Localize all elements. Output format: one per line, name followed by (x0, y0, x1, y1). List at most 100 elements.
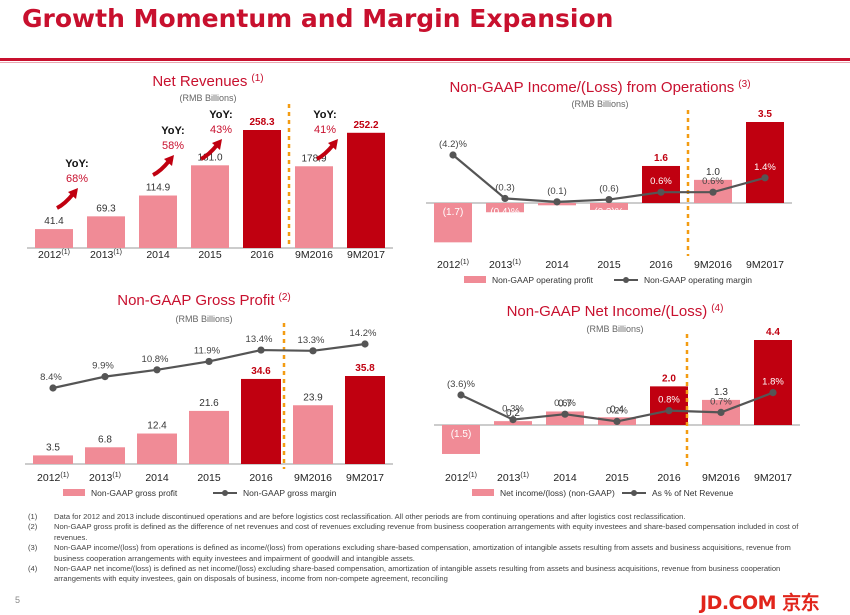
margin-point (153, 366, 161, 374)
chart-title-text: Net Revenues (152, 73, 247, 90)
chart-subtitle: (RMB Billions) (175, 314, 232, 324)
category-label: 2013(1) (90, 249, 122, 261)
category-label: 2012(1) (38, 249, 70, 261)
bar-value-label: 258.3 (249, 117, 274, 128)
bar (191, 165, 229, 248)
margin-label: 13.3% (298, 335, 325, 346)
chart-title: Non-GAAP Gross Profit (2) (117, 292, 291, 309)
bar-value-label: 2.0 (662, 373, 676, 384)
margin-point (761, 174, 769, 182)
margin-point (613, 417, 621, 425)
chart-title-footnote: (2) (279, 292, 291, 303)
category-text: 9M2016 (694, 259, 732, 271)
margin-label: 14.2% (350, 328, 377, 339)
footnote: (1) Data for 2012 and 2013 include disco… (28, 512, 818, 522)
bar-value-label: (1.5) (451, 429, 472, 440)
chart-title: Non-GAAP Net Income/(Loss) (4) (507, 303, 724, 320)
bar (642, 165, 680, 203)
bar (590, 203, 628, 210)
category-text: 2016 (250, 249, 274, 261)
bar-value-label: (0.3)% (594, 207, 624, 218)
category-text: 2014 (553, 472, 577, 484)
chart-title-text: Non-GAAP Income/(Loss) from Operations (449, 79, 734, 96)
margin-label: (0.6) (599, 184, 619, 195)
margin-point (457, 391, 465, 399)
bar (33, 455, 73, 464)
margin-label: 0.6% (554, 398, 576, 409)
growth-arrow-head (328, 139, 338, 150)
category-label: 9M2017 (754, 472, 792, 484)
bar (85, 447, 125, 464)
growth-arrow-head (68, 188, 78, 199)
category-text: 9M2017 (754, 472, 792, 484)
footnote: (4) Non-GAAP net income/(loss) is define… (28, 564, 818, 585)
category-label: 9M2016 (694, 259, 732, 271)
chart-title: Net Revenues (1) (152, 73, 263, 90)
bar-value-label: 0.7 (558, 398, 572, 409)
legend-swatch-bar (464, 276, 486, 283)
bar-value-label: 1.3 (714, 387, 728, 398)
margin-point (449, 151, 457, 159)
category-text: 9M2017 (346, 472, 384, 484)
category-label: 2016 (249, 472, 273, 484)
margin-point (605, 195, 613, 204)
category-text: 2012 (38, 249, 62, 261)
category-footnote: (1) (520, 472, 529, 479)
category-text: 2012 (37, 472, 61, 484)
bar-value-label: 41.4 (44, 216, 64, 227)
category-text: 9M2016 (295, 249, 333, 261)
bar (442, 425, 480, 454)
growth-arrow-head (164, 155, 174, 166)
growth-arrow (152, 159, 171, 177)
footnote-text: Non-GAAP income/(loss) from operations i… (54, 543, 791, 563)
legend-label: Non-GAAP operating margin (644, 275, 752, 285)
category-label: 2015 (198, 249, 222, 261)
bar-value-label: (1.7) (443, 207, 464, 218)
category-text: 2015 (605, 472, 629, 484)
footnote-number: (3) (28, 543, 38, 553)
bar-value-label: 4.4 (766, 327, 780, 338)
bar (347, 132, 385, 248)
margin-point (361, 340, 369, 348)
bar (650, 386, 688, 425)
chart-subtitle: (RMB Billions) (179, 93, 236, 103)
margin-label: 0.8% (658, 395, 680, 406)
bar (295, 166, 333, 248)
category-text: 2013 (90, 249, 114, 261)
bar (35, 229, 73, 248)
yoy-value: 58% (162, 140, 184, 152)
legend-label: Non-GAAP operating profit (492, 275, 594, 285)
margin-point (49, 384, 57, 392)
chart-title-footnote: (1) (251, 73, 263, 84)
category-footnote: (1) (60, 472, 69, 479)
category-label: 9M2017 (346, 472, 384, 484)
bar-value-label: (0.4)% (490, 207, 520, 218)
margin-label: (3.6)% (447, 379, 476, 390)
bar-value-label: 252.2 (353, 120, 378, 131)
category-footnote: (1) (61, 249, 70, 256)
category-label: 2013(1) (489, 259, 521, 271)
category-text: 9M2016 (294, 472, 332, 484)
footnote-text: Data for 2012 and 2013 include discontin… (54, 512, 686, 521)
margin-label: 11.9% (194, 345, 221, 356)
category-text: 2012 (445, 472, 469, 484)
category-label: 2014 (545, 259, 569, 271)
margin-label: 0.6% (650, 176, 672, 187)
margin-point (665, 407, 673, 415)
legend-label: As % of Net Revenue (652, 488, 734, 498)
chart-subtitle: (RMB Billions) (571, 99, 628, 109)
jd-logo: JD.COM 京东 (700, 592, 820, 614)
category-text: 2013 (89, 472, 113, 484)
legend-swatch-point (631, 490, 637, 496)
legend-label: Net income/(loss) (non-GAAP) (500, 488, 615, 498)
bar-value-label: 35.8 (355, 363, 375, 374)
legend-label: Non-GAAP gross margin (243, 488, 337, 498)
margin-point (101, 373, 109, 381)
category-text: 2016 (649, 259, 673, 271)
category-footnote: (1) (468, 472, 477, 479)
category-text: 2015 (597, 259, 621, 271)
category-text: 2015 (198, 249, 222, 261)
